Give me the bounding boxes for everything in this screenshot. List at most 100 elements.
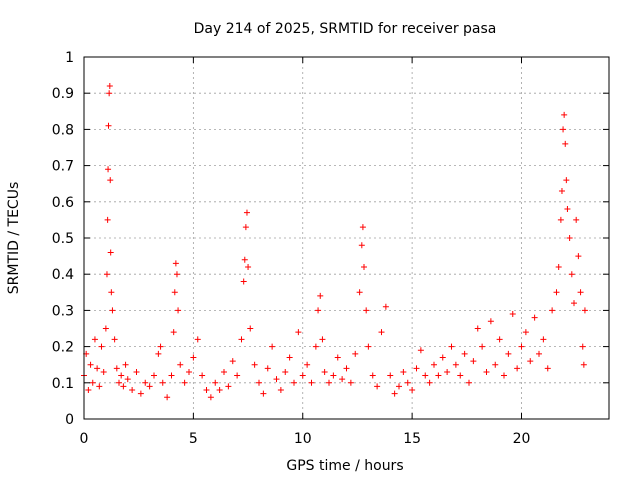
data-point [159,379,166,386]
data-point [173,271,180,278]
data-point [190,354,197,361]
data-point [315,307,322,314]
data-point [175,307,182,314]
data-point [168,372,175,379]
data-point [339,376,346,383]
data-point [343,365,350,372]
data-point [466,379,472,386]
data-point [164,394,171,401]
data-point [87,361,94,368]
data-point [111,336,118,343]
data-point [461,350,468,357]
data-point [199,372,206,379]
x-tick-label: 15 [403,431,421,447]
data-point [277,387,284,394]
data-point [575,253,582,260]
data-point [483,368,490,375]
y-tick-label: 0.7 [52,159,74,175]
data-point [181,379,188,386]
data-point [299,372,306,379]
data-point [479,343,486,350]
data-point [241,256,248,263]
y-tick-label: 0.2 [52,340,74,356]
data-point [579,343,586,350]
chart-title: Day 214 of 2025, SRMTID for receiver pas… [194,21,497,37]
data-point [527,358,534,365]
data-point [334,354,341,361]
data-point [361,263,367,270]
data-point [470,358,477,365]
y-tick-label: 0.1 [52,376,74,392]
data-point [142,379,149,386]
data-point [352,350,359,357]
x-tick-label: 5 [189,431,198,447]
data-point [106,82,113,89]
data-point [369,372,376,379]
data-point [457,372,464,379]
y-axis-tick-labels: 0 0.1 0.2 0.3 0.4 0.5 0.6 0.7 0.8 0.9 1 [52,50,74,428]
data-point [89,379,96,386]
data-point [413,365,420,372]
x-tick-label: 10 [294,431,312,447]
data-point [363,307,370,314]
data-point [382,303,389,310]
data-point [245,263,252,270]
data-point [124,376,131,383]
data-point [358,242,365,249]
data-point [501,372,507,379]
data-point [374,383,381,390]
axis-ticks [83,56,609,420]
data-point [580,361,587,368]
data-point [563,177,570,184]
data-point [312,343,319,350]
data-point [122,361,129,368]
data-point [474,325,481,332]
data-point [177,361,184,368]
data-point [172,260,179,267]
data-point [581,307,588,314]
data-point [221,368,227,375]
y-tick-label: 0.9 [52,86,74,102]
data-point [282,368,289,375]
data-point [330,372,337,379]
data-point [417,347,424,354]
data-point [452,361,459,368]
data-point [378,329,385,336]
data-point [347,379,354,386]
data-point [103,271,110,278]
data-point [107,249,114,256]
data-point [444,368,451,375]
data-point [247,325,254,332]
x-tick-label: 0 [80,431,89,447]
data-point [109,307,116,314]
data-point [212,379,219,386]
data-point [509,311,516,318]
data-point [308,379,315,386]
data-point [522,329,529,336]
data-point [171,289,178,296]
data-point [105,122,112,129]
data-point [120,383,127,390]
y-tick-label: 0.4 [52,267,74,283]
data-point [225,383,232,390]
data-point [238,336,245,343]
data-point [553,289,560,296]
data-point [133,368,140,375]
data-point [129,387,136,394]
data-point [286,354,293,361]
data-point [94,365,101,372]
data-point [118,372,125,379]
data-point [256,379,262,386]
data-point [295,329,302,336]
data-point [96,383,103,390]
data-point [531,314,538,321]
data-point [448,343,455,350]
data-point [359,224,366,231]
data-point [409,387,416,394]
data-point [102,325,109,332]
data-point [137,390,144,397]
data-point [555,263,562,270]
data-point [431,361,437,368]
grid [84,57,609,419]
data-point [243,209,250,216]
